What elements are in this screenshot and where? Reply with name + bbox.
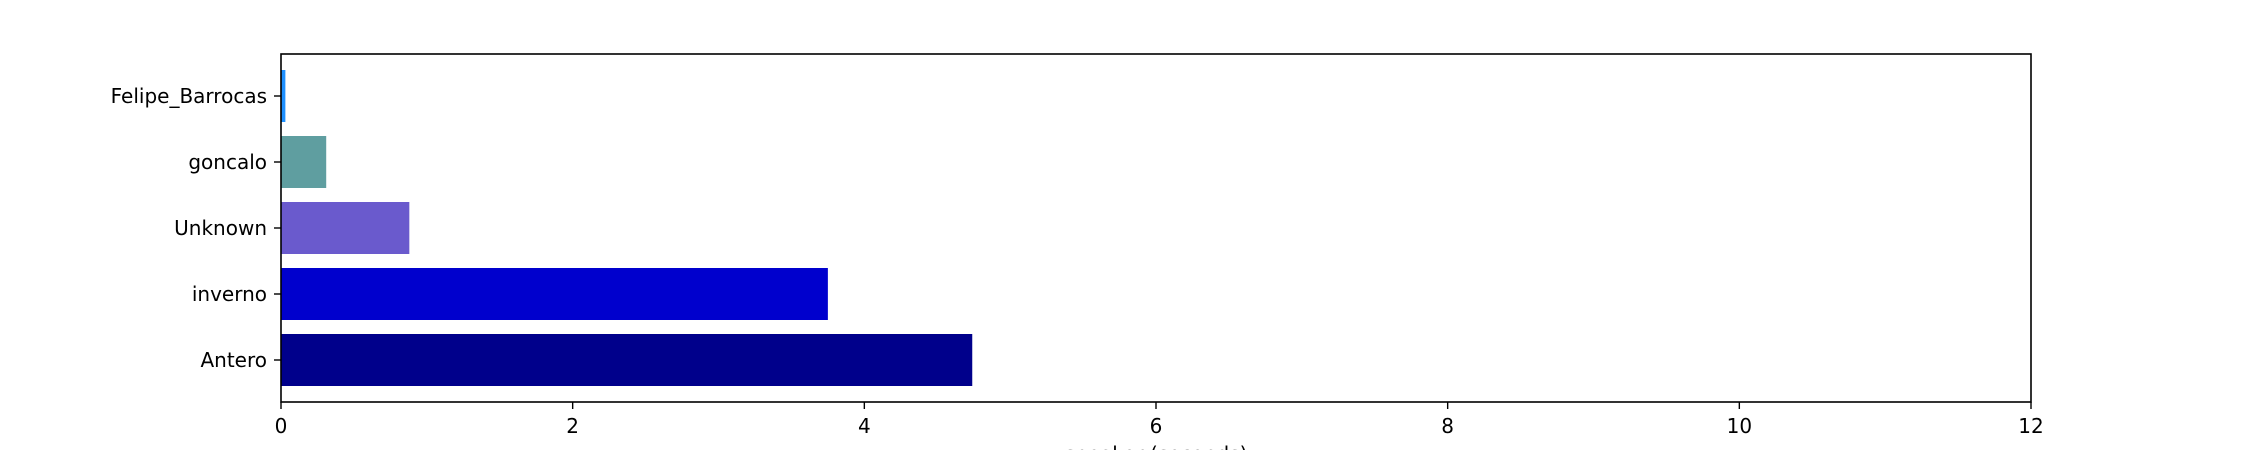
bar-felipe-barrocas bbox=[281, 70, 286, 122]
bar-inverno bbox=[281, 268, 828, 320]
bar-unknown bbox=[281, 202, 410, 254]
y-tick-label: inverno bbox=[192, 282, 267, 306]
x-tick-label: 6 bbox=[1150, 414, 1163, 438]
y-axis: Antero inverno Unknown goncalo Felipe_Barroc… bbox=[111, 84, 281, 372]
x-axis: 0 2 4 6 8 10 12 bbox=[275, 402, 2044, 438]
bars-layer bbox=[281, 70, 973, 386]
x-axis-title: speaker (seconds) bbox=[1065, 442, 1248, 450]
y-tick-label: goncalo bbox=[188, 150, 267, 174]
x-tick-label: 2 bbox=[566, 414, 579, 438]
x-tick-label: 8 bbox=[1441, 414, 1454, 438]
x-tick-label: 0 bbox=[275, 414, 288, 438]
x-tick-label: 12 bbox=[2018, 414, 2043, 438]
y-tick-label: Felipe_Barrocas bbox=[111, 84, 267, 108]
x-tick-label: 10 bbox=[1727, 414, 1752, 438]
bar-antero bbox=[281, 334, 973, 386]
bar-goncalo bbox=[281, 136, 327, 188]
y-tick-label: Unknown bbox=[174, 216, 267, 240]
x-tick-label: 4 bbox=[858, 414, 871, 438]
y-tick-label: Antero bbox=[200, 348, 267, 372]
